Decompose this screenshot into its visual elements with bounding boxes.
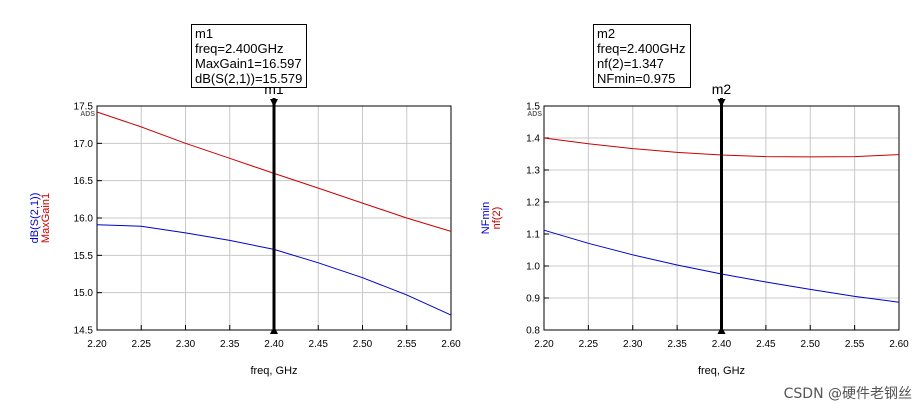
x-tick-label: 2.35 [667,339,687,350]
x-tick-label: 2.20 [87,339,107,350]
y-tick-label: 1.5 [526,102,540,113]
x-tick-label: 2.45 [756,339,776,350]
x-tick-label: 2.60 [889,339,909,350]
y-tick-label: 16.0 [74,214,94,225]
x-tick-label: 2.20 [534,339,554,350]
y-tick-label: 17.0 [74,139,94,150]
marker-m1-freq: freq=2.400GHz [195,41,284,56]
marker-bottom-triangle [717,326,726,334]
x-tick-label: 2.25 [132,339,152,350]
y-tick-label: 15.0 [74,288,94,299]
y-axis-label-1: dB(S(2,1)) [29,193,41,244]
x-axis-label: freq, GHz [250,365,297,377]
ads-corner-label: ADS [527,111,542,118]
marker-m2-name: m2 [597,26,616,41]
y-tick-label: 1.2 [526,198,540,209]
y-tick-label: 17.5 [74,102,94,113]
y-tick-label: 1.4 [526,134,540,145]
x-tick-label: 2.60 [441,339,461,350]
marker-m2-nf2: nf(2)=1.347 [597,56,664,71]
x-tick-label: 2.30 [623,339,643,350]
y-tick-label: 1.3 [526,166,540,177]
marker-m2-readout: m2 freq=2.400GHz nf(2)=1.347 NFmin=0.975 [593,24,691,88]
ads-corner-label: ADS [80,111,95,118]
marker-m2-freq: freq=2.400GHz [597,41,686,56]
y-axis-label-1: NFmin [480,202,492,234]
plot-2: 2.20 2.25 2.30 2.35 2.40 2.45 2.50 2.55 2.60 0.8 0… [480,81,909,377]
y-axis-label-2: MaxGain1 [40,193,52,243]
marker-m1-maxgain: MaxGain1=16.597 [195,56,302,71]
watermark: CSDN @硬件老钢丝 [783,386,912,402]
marker-m1-name: m1 [195,26,214,41]
marker-label-m2: m2 [712,81,732,97]
y-tick-label: 1.1 [526,230,540,241]
x-tick-label: 2.40 [264,339,284,350]
marker-top-triangle [270,99,278,107]
y-tick-label: 1.0 [526,262,540,273]
y-tick-label: 14.5 [74,326,94,337]
x-tick-label: 2.30 [176,339,196,350]
x-tick-label: 2.50 [801,339,821,350]
y-axis-label-2: nf(2) [491,207,503,230]
x-tick-label: 2.55 [397,339,417,350]
y-tick-label: 15.5 [74,251,94,262]
marker-m1-s21: dB(S(2,1))=15.579 [195,71,303,86]
x-tick-label: 2.50 [353,339,373,350]
y-tick-label: 0.9 [526,294,540,305]
marker-m1-readout: m1 freq=2.400GHz MaxGain1=16.597 dB(S(2,… [191,24,308,88]
marker-m2-nfmin: NFmin=0.975 [597,71,676,86]
plot-1: 2.20 2.25 2.30 2.35 2.40 2.45 2.50 2.55 2.60 14.5… [29,81,461,377]
y-tick-label: 16.5 [74,176,94,187]
x-tick-label: 2.25 [579,339,599,350]
y-tick-label: 0.8 [526,326,540,337]
x-tick-label: 2.35 [220,339,240,350]
x-tick-label: 2.40 [712,339,732,350]
marker-top-triangle [717,99,726,107]
x-axis-label: freq, GHz [698,365,745,377]
x-tick-label: 2.45 [309,339,329,350]
x-tick-label: 2.55 [845,339,865,350]
marker-bottom-triangle [270,326,278,334]
